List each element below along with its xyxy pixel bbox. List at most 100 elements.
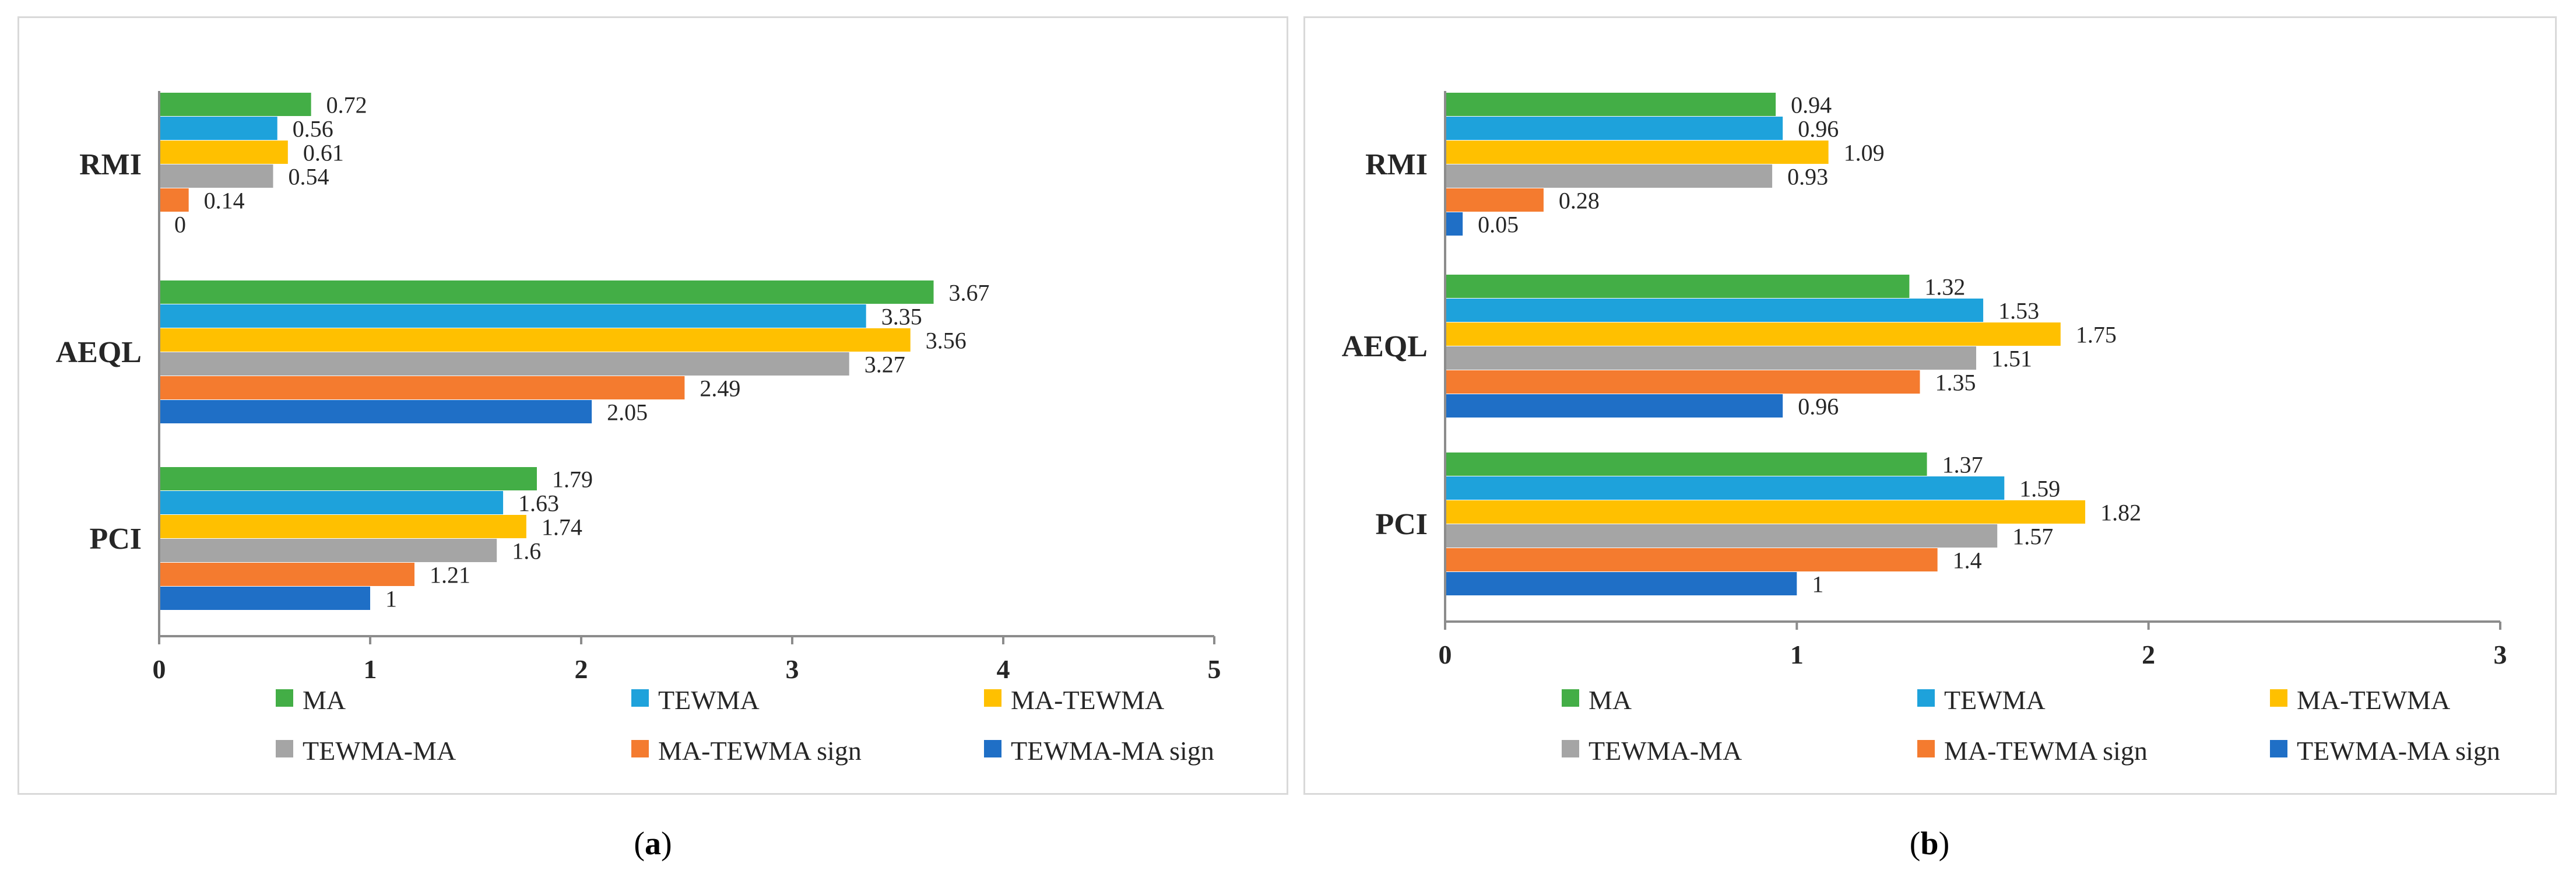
caption-letter: a — [645, 826, 661, 862]
data-label: 0.61 — [303, 140, 344, 166]
data-label: 1.21 — [430, 562, 470, 588]
data-label: 0.96 — [1798, 394, 1839, 420]
data-label: 0.28 — [1559, 188, 1600, 214]
legend-swatch-tewma-ma-sign — [984, 740, 1001, 757]
caption-close-paren: ) — [1938, 826, 1950, 862]
data-label: 0.54 — [288, 164, 329, 190]
data-label: 1.79 — [552, 466, 593, 493]
bar-tewma-ma-sign-aeql — [159, 400, 592, 423]
bar-tewma-ma-rmi — [1445, 164, 1773, 188]
legend-label-tewma-ma-sign: TEWMA-MA sign — [1011, 736, 1214, 766]
bar-tewma-pci — [159, 491, 504, 514]
data-label: 0.93 — [1787, 164, 1828, 190]
bar-ma-pci — [159, 467, 537, 490]
bar-chart-b: 0.94 1.32 1.37 0.96 1.53 1.59 1.09 1.75 1.82 0.93… — [1342, 91, 2507, 766]
legend-swatch-ma-tewma-sign — [1917, 740, 1935, 757]
data-label: 0.72 — [326, 92, 367, 118]
data-label: 1.51 — [1991, 346, 2032, 372]
data-label: 1.74 — [542, 514, 582, 541]
x-tick-label: 1 — [364, 654, 377, 684]
chart-panel-a: 0.72 3.67 1.79 0.56 3.35 1.63 0.61 3.56 1.74 0.54… — [17, 16, 1288, 795]
legend-label-ma-tewma-sign: MA-TEWMA sign — [658, 736, 862, 766]
caption-close-paren: ) — [661, 826, 672, 862]
bar-tewma-ma-sign-rmi — [1445, 212, 1463, 236]
data-label: 2.05 — [607, 399, 648, 426]
data-label: 1.53 — [1998, 298, 2039, 324]
legend-swatch-tewma-ma — [276, 740, 293, 757]
caption-a: (a) — [565, 825, 740, 862]
caption-b: (b) — [1842, 825, 2017, 862]
legend-label-tewma-ma-sign: TEWMA-MA sign — [2297, 736, 2500, 766]
bar-ma-tewma-sign-rmi — [159, 188, 189, 212]
data-label: 3.56 — [926, 328, 967, 354]
bar-ma-tewma-pci — [1445, 500, 2086, 524]
bar-ma-tewma-rmi — [159, 141, 288, 164]
data-label: 3.27 — [864, 352, 905, 378]
bar-tewma-rmi — [159, 117, 277, 140]
bar-tewma-rmi — [1445, 117, 1783, 140]
data-label: 1 — [385, 586, 397, 612]
bar-tewma-pci — [1445, 476, 2005, 500]
category-label-rmi: RMI — [79, 148, 142, 181]
legend-swatch-tewma-ma-sign — [2270, 740, 2287, 757]
legend-swatch-ma-tewma — [2270, 689, 2287, 707]
legend-label-tewma: TEWMA — [1944, 685, 2046, 715]
x-tick-label: 2 — [575, 654, 588, 684]
legend-label-tewma: TEWMA — [658, 685, 760, 715]
data-label: 0.94 — [1791, 92, 1832, 118]
category-label-aeql: AEQL — [56, 336, 142, 369]
bar-ma-tewma-pci — [159, 515, 526, 538]
legend-swatch-ma — [276, 689, 293, 707]
data-label: 1.37 — [1942, 452, 1983, 478]
x-tick-label: 5 — [1208, 654, 1221, 684]
data-label: 1.09 — [1844, 140, 1885, 166]
bar-ma-aeql — [1445, 275, 1910, 298]
category-label-rmi: RMI — [1365, 148, 1428, 181]
caption-open-paren: ( — [1909, 826, 1921, 862]
data-label: 1.4 — [1953, 548, 1982, 574]
category-label-pci: PCI — [1375, 508, 1428, 541]
bar-ma-tewma-sign-pci — [1445, 548, 1938, 571]
x-tick-label: 0 — [153, 654, 166, 684]
bar-ma-rmi — [159, 93, 311, 116]
legend-swatch-ma-tewma — [984, 689, 1001, 707]
x-tick-label: 0 — [1439, 640, 1452, 669]
data-label: 0.05 — [1478, 212, 1519, 238]
bar-ma-rmi — [1445, 93, 1776, 116]
legend-label-ma: MA — [1589, 685, 1632, 715]
bar-chart-a: 0.723.671.790.563.351.630.613.561.740.54… — [56, 91, 1221, 766]
bar-ma-tewma-sign-pci — [159, 563, 415, 586]
bar-tewma-ma-pci — [1445, 524, 1998, 548]
data-label: 3.35 — [881, 304, 922, 330]
legend-label-ma-tewma: MA-TEWMA — [2297, 685, 2450, 715]
bar-ma-tewma-rmi — [1445, 141, 1829, 164]
bar-tewma-ma-sign-pci — [159, 587, 370, 610]
bar-ma-tewma-aeql — [1445, 322, 2061, 346]
x-tick-label: 3 — [2494, 640, 2507, 669]
x-tick-label: 3 — [786, 654, 799, 684]
bar-tewma-ma-sign-aeql — [1445, 394, 1783, 418]
legend-label-ma-tewma: MA-TEWMA — [1011, 685, 1164, 715]
bar-tewma-aeql — [159, 304, 866, 328]
legend-swatch-tewma-ma — [1562, 740, 1579, 757]
bar-tewma-ma-sign-pci — [1445, 572, 1797, 595]
data-label: 0.56 — [293, 116, 333, 142]
caption-open-paren: ( — [634, 826, 645, 862]
legend-label-ma-tewma-sign: MA-TEWMA sign — [1944, 736, 2148, 766]
bar-tewma-ma-pci — [159, 539, 497, 562]
data-label: 1.59 — [2019, 476, 2060, 502]
bar-ma-tewma-aeql — [159, 328, 911, 352]
legend-swatch-ma-tewma-sign — [631, 740, 649, 757]
legend-label-tewma-ma: TEWMA-MA — [303, 736, 456, 766]
legend-label-tewma-ma: TEWMA-MA — [1589, 736, 1742, 766]
data-label: 1.63 — [518, 490, 559, 517]
legend-swatch-tewma — [631, 689, 649, 707]
x-tick-label: 4 — [997, 654, 1010, 684]
category-label-aeql: AEQL — [1342, 330, 1428, 363]
bar-tewma-aeql — [1445, 299, 1984, 322]
category-label-pci: PCI — [89, 522, 142, 556]
data-label: 1 — [1812, 571, 1823, 598]
chart-panel-b: 0.94 1.32 1.37 0.96 1.53 1.59 1.09 1.75 1.82 0.93… — [1303, 16, 2557, 795]
x-tick-label: 1 — [1790, 640, 1804, 669]
bar-tewma-ma-aeql — [159, 352, 849, 376]
